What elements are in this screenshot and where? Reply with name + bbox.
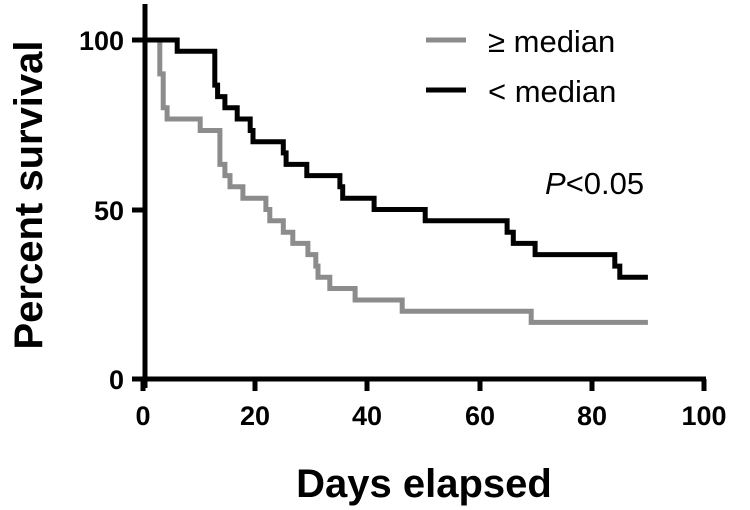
y-tick-label: 100 bbox=[79, 26, 124, 56]
x-tick-label: 60 bbox=[465, 401, 495, 431]
y-axis-title: Percent survival bbox=[7, 40, 51, 349]
legend: ≥ median < median bbox=[426, 24, 616, 109]
legend-label-ge-median: ≥ median bbox=[488, 24, 615, 59]
p-value-annotation: P<0.05 bbox=[545, 166, 644, 201]
x-axis-title: Days elapsed bbox=[296, 462, 552, 506]
legend-label-lt-median: < median bbox=[488, 74, 616, 109]
x-tick-label: 40 bbox=[352, 401, 382, 431]
y-tick-label: 0 bbox=[109, 365, 124, 395]
p-symbol: P bbox=[545, 166, 566, 201]
y-tick-label: 50 bbox=[94, 196, 124, 226]
x-tick-label: 0 bbox=[135, 401, 150, 431]
x-axis: 0 20 40 60 80 100 bbox=[135, 376, 727, 431]
x-tick-label: 100 bbox=[681, 401, 726, 431]
survival-curve-lt-median bbox=[143, 37, 648, 280]
x-tick-label: 80 bbox=[577, 401, 607, 431]
survival-curve-ge-median bbox=[143, 37, 648, 325]
x-tick-label: 20 bbox=[240, 401, 270, 431]
p-value: <0.05 bbox=[566, 166, 644, 201]
y-axis: 100 50 0 bbox=[79, 4, 148, 395]
